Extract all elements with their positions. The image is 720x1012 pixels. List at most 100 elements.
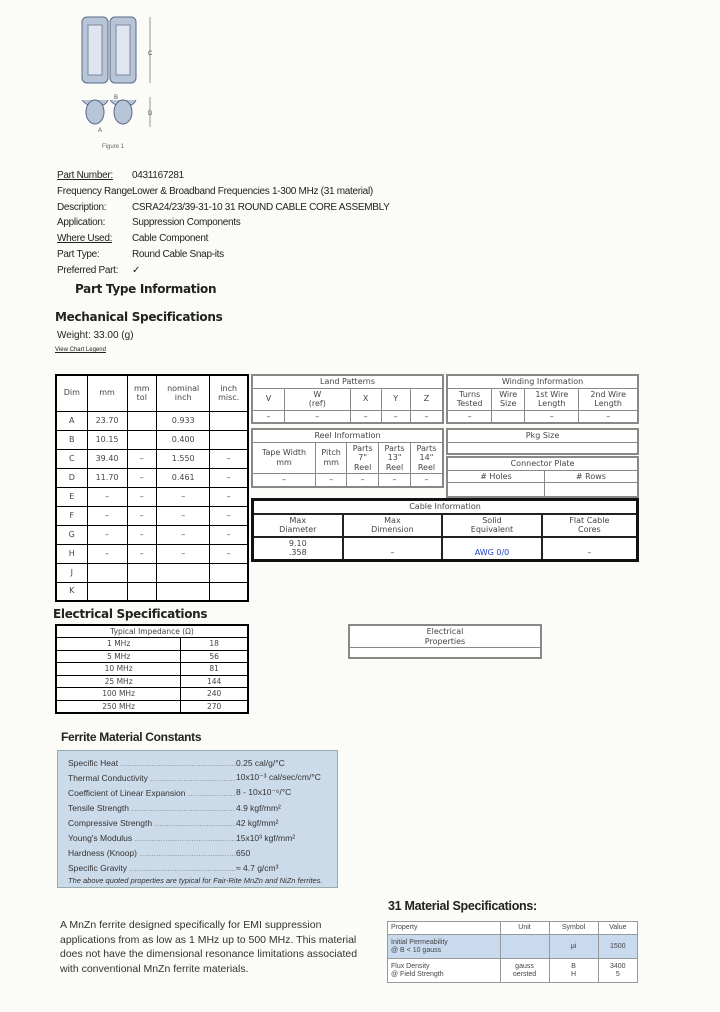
property-value: 15x10³ kgf/mm² [236,832,296,843]
info-row: Part Type: Round Cable Snap-its [57,249,224,260]
info-value: CSRA24/23/39-31-10 31 ROUND CABLE CORE A… [132,201,390,213]
table-row: 1 MHz 18 [55,637,249,651]
table-cell: – [209,486,249,507]
table-row: C 39.40–1.550– [55,448,249,469]
table-cell: – [251,473,316,488]
svg-text:D: D [148,111,153,117]
column-header: Value [597,920,639,936]
table-row: B 10.15 0.400 [55,429,249,450]
table-cell: 11.70 [86,467,128,488]
column-header: # Holes [446,469,545,484]
property-value: 42 kgf/mm² [236,817,279,828]
table-cell: 39.40 [86,448,128,469]
column-header: Symbol [548,920,599,936]
table-row: – – – – – [251,409,444,424]
table-row: 250 MHz 270 [55,699,249,713]
table-row: – – – [446,409,639,424]
property-name: Specific Heat [68,757,119,768]
info-value: Lower & Broadband Frequencies 1-300 MHz … [132,185,373,197]
table-row: H – – – – [55,543,249,564]
property-row: Hardness (Knoop) .......................… [68,847,251,858]
electrical-properties-value [348,647,542,659]
info-value: Round Cable Snap-its [132,249,224,260]
info-label: Preferred Part: [57,264,119,276]
table-cell: – [126,543,158,564]
cable-information-table: Cable Information Max Diameter Max Dimensi… [251,498,639,562]
table-cell: – [209,505,249,526]
table-cell: B [55,429,88,450]
table-cell: – [378,473,411,488]
table-cell: – [86,524,128,545]
pkg-size-title: Pkg Size [446,428,639,443]
table-cell [209,562,249,583]
electrical-properties-title: Electrical Properties [348,624,542,649]
table-cell: – [126,448,158,469]
table-cell [491,409,526,424]
table-cell [446,482,545,498]
property-row: Tensile Strength .......................… [68,802,281,813]
property-value: 4.9 kgf/mm² [236,802,281,813]
table-cell: – [578,409,639,424]
table-cell: – [540,535,639,562]
table-cell: – [126,524,158,545]
view-chart-legend-link[interactable]: View Chart Legend [55,347,106,353]
property-value: 8 - 10x10⁻⁶/°C [236,787,292,797]
table-cell [86,562,128,583]
table-row: A 23.70 0.933 [55,410,249,431]
table-cell: – [156,543,211,564]
table-cell: – [209,543,249,564]
table-cell: – [156,524,211,545]
info-value: 0431167281 [132,170,184,181]
info-label: Description: [57,201,107,213]
column-header: Pitch mm [314,441,348,475]
table-cell: – [349,409,382,424]
impedance-table: Typical Impedance (Ω) 1 MHz 18 5 MHz 56 10 MH… [55,624,249,714]
info-label: Frequency Range: [57,185,135,197]
svg-text:C: C [148,51,153,57]
table-cell [499,934,550,960]
table-row: K [55,581,249,602]
table-row: Initial Permeability @ B < 10 gauss μi 150… [387,934,639,960]
info-value: Cable Component [132,233,209,245]
property-name: Coefficient of Linear Expansion [68,787,186,798]
column-header: 2nd Wire Length [578,387,639,411]
column-header: # Rows [543,469,639,484]
table-row: – – – – – [251,473,444,488]
table-cell: J [55,562,88,583]
frequency-cell: 10 MHz [55,662,182,676]
table-cell: – [409,473,444,488]
column-header: W (ref) [284,387,351,411]
table-cell: E [55,486,88,507]
info-label: Part Type: [57,249,100,260]
table-cell: 0.933 [156,410,211,431]
part-figure: C D B A [78,15,168,145]
info-row: Part Number: 0431167281 [57,170,184,181]
reel-information-table: Reel Information Tape Width mm Pitch mm Par… [251,428,444,488]
winding-information-table: Winding Information Turns Tested Wire Size… [446,374,639,425]
property-row: Coefficient of Linear Expansion ........… [68,787,292,798]
table-cell: – [86,486,128,507]
column-header: V [251,387,286,411]
table-cell [126,581,158,602]
impedance-cell: 81 [180,662,249,676]
table-cell: – [524,409,580,424]
table-cell: – [380,409,411,424]
info-label: Part Number: [57,170,113,181]
table-cell: 1500 [597,934,639,960]
property-name: Hardness (Knoop) [68,847,137,858]
table-cell [209,429,249,450]
table-row: 10 MHz 81 [55,662,249,676]
column-header: Parts 13" Reel [378,441,411,475]
table-title: Cable Information [251,498,639,515]
table-cell: – [126,467,158,488]
property-value: 0.25 cal/g/°C [236,757,285,768]
info-label: Where Used: [57,233,113,245]
table-cell: – [126,486,158,507]
material-description: A MnZn ferrite designed specifically for… [60,919,358,975]
column-header: Solid Equivalent [441,512,543,538]
svg-text:A: A [98,128,102,134]
table-title: Connector Plate [446,456,639,471]
property-row: Thermal Conductivity ...................… [68,772,321,783]
ferrite-note: The above quoted properties are typical … [68,876,323,885]
ferrite-constants-box: Specific Heat ..........................… [57,750,338,888]
